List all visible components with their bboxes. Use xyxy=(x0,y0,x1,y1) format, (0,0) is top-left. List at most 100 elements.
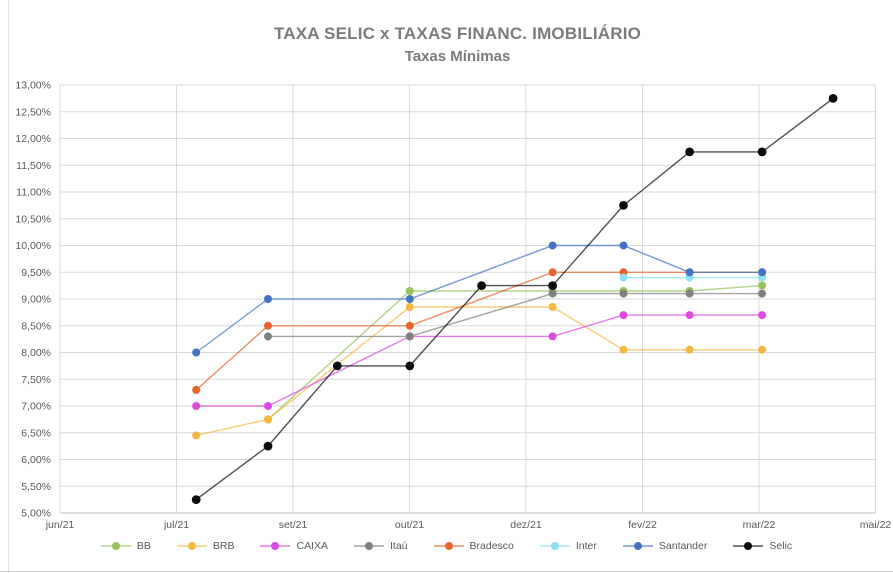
series-point-Selic xyxy=(405,361,415,371)
sheet-bottom-border xyxy=(0,571,893,572)
x-tick-label: out/21 xyxy=(395,519,424,531)
chart-title: TAXA SELIC x TAXAS FINANC. IMOBILIÁRIO xyxy=(273,24,642,43)
legend-label: BRB xyxy=(212,540,235,552)
series-point-BRB xyxy=(192,431,201,440)
series-point-Selic xyxy=(332,361,342,371)
series-point-Santander xyxy=(758,268,767,277)
x-tick-label: jul/21 xyxy=(163,519,189,531)
legend-label: BB xyxy=(136,540,151,552)
series-point-Itaú xyxy=(548,289,557,298)
x-tick-label: mar/22 xyxy=(743,519,776,531)
series-point-CAIXA xyxy=(192,402,201,410)
y-tick-label: 5,00% xyxy=(21,508,51,520)
y-tick-label: 7,00% xyxy=(21,401,51,413)
legend-item-BB[interactable]: BB xyxy=(100,540,151,552)
series-point-CAIXA xyxy=(548,332,557,341)
series-point-Santander xyxy=(264,295,272,303)
y-tick-label: 6,50% xyxy=(21,427,51,439)
legend-label: Selic xyxy=(769,540,793,552)
series-point-Santander xyxy=(619,241,628,250)
y-tick-label: 6,00% xyxy=(21,454,51,466)
series-point-Itaú xyxy=(758,289,767,298)
series-point-Selic xyxy=(548,281,557,290)
y-tick-label: 12,00% xyxy=(15,133,51,145)
y-tick-label: 13,00% xyxy=(15,80,51,92)
y-tick-label: 10,50% xyxy=(15,213,51,225)
series-point-BRB xyxy=(264,415,272,424)
legend-label: Santander xyxy=(658,540,708,552)
series-point-CAIXA xyxy=(685,311,694,320)
legend-marker-icon xyxy=(354,542,384,550)
series-point-Santander xyxy=(192,348,201,357)
series-point-BRB xyxy=(685,345,694,354)
series-point-Itaú xyxy=(619,289,628,298)
legend-marker-icon xyxy=(176,542,207,550)
series-point-Itaú xyxy=(264,332,272,341)
y-tick-label: 5,50% xyxy=(21,481,51,493)
y-tick-label: 8,50% xyxy=(21,320,51,332)
sheet-left-border xyxy=(8,0,9,573)
series-line-Selic xyxy=(195,97,834,501)
series-line-Bradesco xyxy=(195,271,763,391)
chart-header: TAXA SELIC x TAXAS FINANC. IMOBILIÁRIO T… xyxy=(40,24,875,65)
x-tick-label: set/21 xyxy=(279,519,308,531)
series-point-Selic xyxy=(828,94,838,103)
series-point-Bradesco xyxy=(264,321,272,330)
series-point-BRB xyxy=(405,303,414,311)
legend-item-Inter[interactable]: Inter xyxy=(539,540,597,552)
series-point-Bradesco xyxy=(192,385,201,394)
series-point-BRB xyxy=(758,345,767,354)
chart-subtitle: Taxas Mínimas xyxy=(404,48,511,65)
x-tick-label: fev/22 xyxy=(628,519,657,531)
legend-marker-icon xyxy=(733,542,764,550)
legend-item-Itaú[interactable]: Itaú xyxy=(354,540,408,552)
legend-item-Santander[interactable]: Santander xyxy=(622,540,708,552)
series-point-BRB xyxy=(548,303,557,311)
legend-label: Inter xyxy=(575,540,597,552)
series-point-Santander xyxy=(548,241,557,250)
y-tick-label: 11,00% xyxy=(16,187,51,199)
series-line-Itaú xyxy=(268,292,763,338)
series-point-Itaú xyxy=(685,289,694,298)
series-point-Selic xyxy=(757,147,767,157)
series-point-Itaú xyxy=(405,332,414,341)
series-point-Inter xyxy=(619,273,628,282)
series-point-BB xyxy=(405,287,414,295)
legend-label: Bradesco xyxy=(469,540,514,552)
series-point-Selic xyxy=(685,147,694,157)
series-point-Santander xyxy=(405,295,414,303)
legend-marker-icon xyxy=(100,542,131,550)
series-point-BRB xyxy=(619,345,628,354)
series-point-CAIXA xyxy=(619,311,628,320)
y-tick-label: 10,00% xyxy=(15,240,51,252)
legend-item-BRB[interactable]: BRB xyxy=(176,540,235,552)
series-point-BB xyxy=(758,281,767,290)
series-point-Selic xyxy=(263,441,273,451)
legend: BB BRB CAIXA Itaú Bradesco Inter Santander Seli… xyxy=(0,540,893,552)
series-point-CAIXA xyxy=(758,311,767,320)
legend-item-CAIXA[interactable]: CAIXA xyxy=(260,540,328,552)
legend-marker-icon xyxy=(539,542,570,550)
y-tick-label: 12,50% xyxy=(15,106,51,118)
legend-marker-icon xyxy=(433,542,464,550)
series-point-Selic xyxy=(191,495,201,504)
legend-item-Bradesco[interactable]: Bradesco xyxy=(433,540,514,552)
series-line-BB xyxy=(267,284,763,420)
series-point-Bradesco xyxy=(405,321,414,330)
legend-marker-icon xyxy=(260,542,291,550)
x-tick-label: mai/22 xyxy=(860,519,892,531)
y-tick-label: 11,50% xyxy=(16,160,51,172)
y-tick-label: 8,00% xyxy=(21,347,51,359)
series-line-CAIXA xyxy=(196,314,763,407)
legend-item-Selic[interactable]: Selic xyxy=(733,540,792,552)
series-point-Selic xyxy=(619,201,628,210)
y-tick-label: 7,50% xyxy=(21,374,51,386)
y-tick-label: 9,00% xyxy=(21,294,51,306)
series-point-CAIXA xyxy=(264,402,272,410)
legend-label: CAIXA xyxy=(296,540,328,552)
x-tick-label: jun/21 xyxy=(45,519,75,531)
series-point-Santander xyxy=(685,268,694,277)
legend-marker-icon xyxy=(622,542,653,550)
